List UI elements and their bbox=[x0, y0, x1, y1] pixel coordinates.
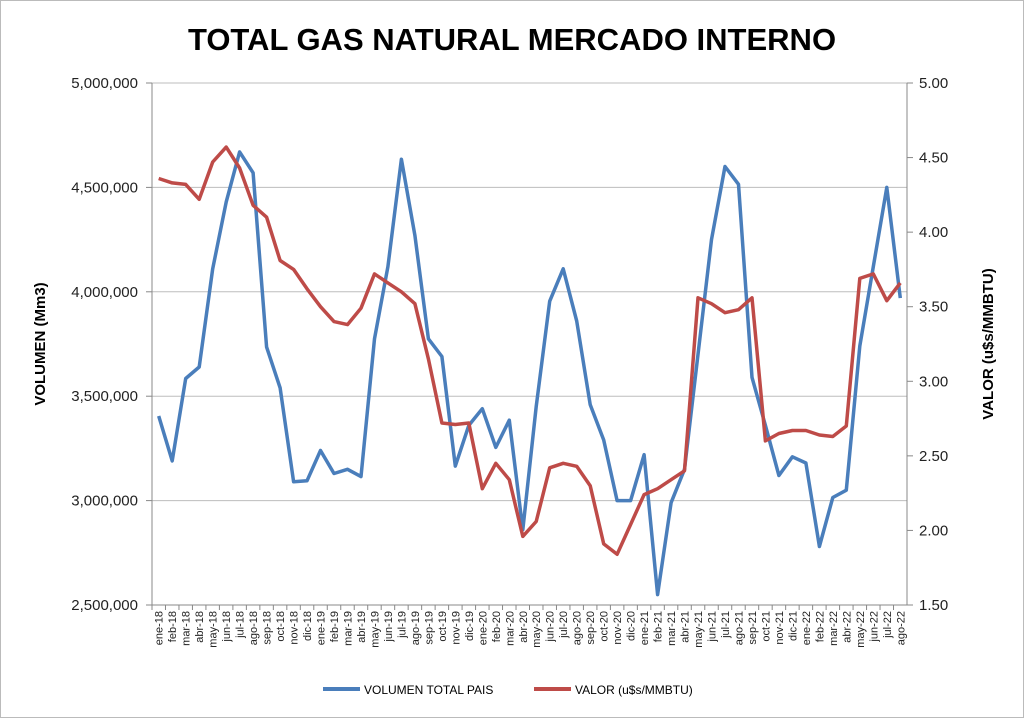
y2-tick-label: 4.00 bbox=[919, 224, 948, 241]
y2-tick-label: 2.00 bbox=[919, 522, 948, 539]
x-tick-label: mar-19 bbox=[342, 611, 354, 646]
x-tick-label: dic-21 bbox=[787, 611, 799, 641]
x-tick-label: abr-22 bbox=[841, 611, 853, 643]
x-tick-label: jul-21 bbox=[720, 611, 732, 639]
x-tick-label: jun-22 bbox=[868, 611, 880, 643]
x-tick-label: abr-20 bbox=[518, 611, 530, 643]
y2-tick-label: 4.50 bbox=[919, 150, 948, 167]
y-tick-label: 4,500,000 bbox=[71, 179, 138, 196]
x-tick-label: sep-21 bbox=[747, 611, 759, 645]
x-tick-label: sep-19 bbox=[423, 611, 435, 645]
x-tick-label: dic-20 bbox=[626, 611, 638, 641]
x-tick-label: mar-18 bbox=[181, 611, 193, 646]
x-tick-label: ago-21 bbox=[733, 611, 745, 645]
x-tick-label: may-20 bbox=[531, 611, 543, 648]
y-tick-label: 5,000,000 bbox=[71, 75, 138, 92]
x-tick-label: dic-19 bbox=[464, 611, 476, 641]
x-tick-label: jul-19 bbox=[396, 611, 408, 639]
x-tick-label: may-22 bbox=[855, 611, 867, 648]
x-tick-label: mar-22 bbox=[828, 611, 840, 646]
x-tick-label: dic-18 bbox=[302, 611, 314, 641]
x-tick-label: ene-22 bbox=[801, 611, 813, 645]
x-tick-label: sep-20 bbox=[585, 611, 597, 645]
x-tick-label: oct-19 bbox=[437, 611, 449, 642]
x-tick-label: may-21 bbox=[693, 611, 705, 648]
x-tick-label: abr-19 bbox=[356, 611, 368, 643]
x-tick-label: ago-19 bbox=[410, 611, 422, 645]
x-tick-label: jun-20 bbox=[545, 611, 557, 643]
x-tick-label: ago-20 bbox=[572, 611, 584, 645]
x-tick-label: feb-22 bbox=[814, 611, 826, 642]
x-tick-label: ene-19 bbox=[316, 611, 328, 645]
x-tick-label: mar-21 bbox=[666, 611, 678, 646]
x-tick-label: jun-21 bbox=[707, 611, 719, 643]
y2-tick-label: 1.50 bbox=[919, 597, 948, 614]
x-tick-label: ene-18 bbox=[154, 611, 166, 645]
y2-tick-label: 3.50 bbox=[919, 299, 948, 316]
x-tick-label: ago-18 bbox=[248, 611, 260, 645]
x-tick-label: nov-20 bbox=[612, 611, 624, 645]
x-tick-label: oct-21 bbox=[760, 611, 772, 642]
y-tick-label: 3,000,000 bbox=[71, 493, 138, 510]
x-tick-label: feb-21 bbox=[653, 611, 665, 642]
x-tick-label: nov-19 bbox=[450, 611, 462, 645]
x-tick-label: sep-18 bbox=[262, 611, 274, 645]
series-line-volumen bbox=[157, 150, 903, 597]
y2-tick-label: 5.00 bbox=[919, 75, 948, 92]
y2-axis-title: VALOR (u$s/MMBTU) bbox=[980, 268, 997, 419]
y-tick-label: 3,500,000 bbox=[71, 388, 138, 405]
x-tick-label: jul-20 bbox=[558, 611, 570, 639]
y2-tick-label: 3.00 bbox=[919, 373, 948, 390]
x-tick-label: feb-20 bbox=[491, 611, 503, 642]
x-tick-label: may-18 bbox=[208, 611, 220, 648]
x-tick-label: jul-18 bbox=[235, 611, 247, 639]
y-tick-label: 2,500,000 bbox=[71, 597, 138, 614]
x-tick-label: jul-22 bbox=[882, 611, 894, 639]
x-tick-label: jun-19 bbox=[383, 611, 395, 643]
x-tick-label: ago-22 bbox=[895, 611, 907, 645]
x-tick-label: nov-21 bbox=[774, 611, 786, 645]
series-line-valor bbox=[158, 145, 902, 557]
x-tick-label: may-19 bbox=[369, 611, 381, 648]
chart-title: TOTAL GAS NATURAL MERCADO INTERNO bbox=[188, 22, 836, 57]
x-tick-label: ene-20 bbox=[477, 611, 489, 645]
x-tick-label: abr-18 bbox=[194, 611, 206, 643]
x-tick-label: ene-21 bbox=[639, 611, 651, 645]
x-tick-label: oct-20 bbox=[599, 611, 611, 642]
y-axis-title: VOLUMEN (Mm3) bbox=[32, 282, 49, 405]
x-tick-label: abr-21 bbox=[680, 611, 692, 643]
x-tick-label: nov-18 bbox=[289, 611, 301, 645]
x-tick-label: mar-20 bbox=[504, 611, 516, 646]
y-tick-label: 4,000,000 bbox=[71, 284, 138, 301]
legend: VOLUMEN TOTAL PAIS VALOR (u$s/MMBTU) bbox=[323, 683, 693, 697]
x-tick-label: jun-18 bbox=[221, 611, 233, 643]
x-tick-label: feb-18 bbox=[167, 611, 179, 642]
legend-label-valor: VALOR (u$s/MMBTU) bbox=[575, 683, 693, 697]
y2-tick-label: 2.50 bbox=[919, 448, 948, 465]
x-tick-label: oct-18 bbox=[275, 611, 287, 642]
legend-label-volumen: VOLUMEN TOTAL PAIS bbox=[364, 683, 493, 697]
x-tick-label: feb-19 bbox=[329, 611, 341, 642]
